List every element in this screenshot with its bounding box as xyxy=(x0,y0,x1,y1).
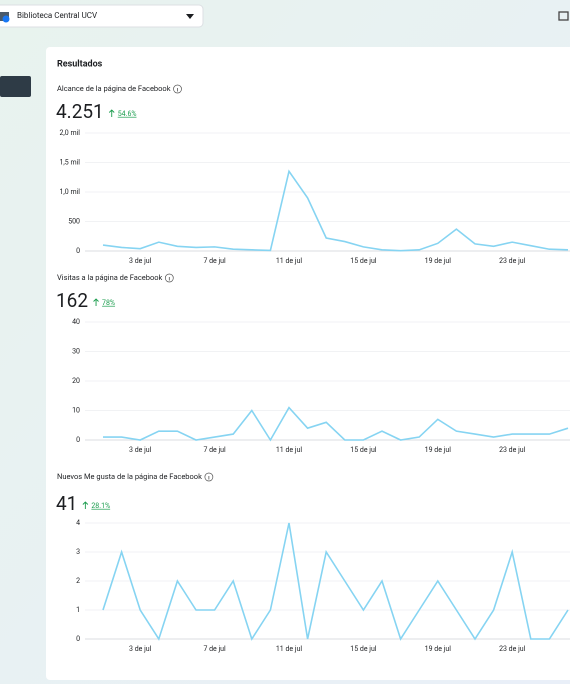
y-tick-label: 0 xyxy=(76,635,80,643)
x-tick-label: 7 de jul xyxy=(203,645,226,653)
y-tick-label: 40 xyxy=(72,318,80,326)
y-tick-label: 1 xyxy=(76,606,80,614)
dropdown-arrow xyxy=(186,14,194,19)
page-selector[interactable] xyxy=(0,4,204,28)
x-tick-label: 11 de jul xyxy=(276,645,303,653)
chart-title: Alcance de la página de Facebook xyxy=(57,84,171,93)
x-tick-label: 3 de jul xyxy=(129,257,152,265)
y-tick-label: 1,0 mil xyxy=(59,188,80,196)
y-tick-label: 3 xyxy=(76,548,80,556)
y-tick-label: 500 xyxy=(68,217,80,225)
y-tick-label: 20 xyxy=(72,377,80,385)
y-tick-label: 30 xyxy=(72,347,80,355)
change-percent: 78% xyxy=(102,299,115,307)
y-tick-label: 2,0 mil xyxy=(59,129,80,137)
x-tick-label: 23 de jul xyxy=(499,645,526,653)
x-tick-label: 11 de jul xyxy=(276,446,303,454)
metric-value: 162 xyxy=(56,289,88,312)
change-arrow xyxy=(93,298,99,306)
info-icon xyxy=(204,472,214,482)
y-tick-label: 4 xyxy=(76,519,80,527)
change-arrow xyxy=(82,501,89,509)
x-tick-label: 3 de jul xyxy=(129,446,152,454)
x-tick-label: 19 de jul xyxy=(425,645,452,653)
x-tick-label: 7 de jul xyxy=(203,257,226,265)
y-tick-label: 0 xyxy=(76,247,80,255)
x-tick-label: 7 de jul xyxy=(203,446,226,454)
line-series xyxy=(102,169,569,252)
info-icon xyxy=(164,273,174,283)
metric-value: 4.251 xyxy=(56,100,104,123)
chart-title: Visitas a la página de Facebook xyxy=(57,273,163,282)
x-tick-label: 15 de jul xyxy=(350,645,377,653)
facebook-badge xyxy=(2,15,10,23)
results-card xyxy=(46,47,570,680)
x-tick-label: 19 de jul xyxy=(425,257,452,265)
chart-title: Nuevos Me gusta de la página de Facebook xyxy=(57,472,202,481)
x-tick-label: 23 de jul xyxy=(499,446,526,454)
info-icon xyxy=(173,84,182,94)
change-arrow xyxy=(108,109,115,117)
metric-value: 41 xyxy=(56,492,77,515)
x-tick-label: 15 de jul xyxy=(350,446,377,454)
x-tick-label: 11 de jul xyxy=(276,257,303,265)
y-tick-label: 1,5 mil xyxy=(59,158,80,166)
sidebar-item[interactable] xyxy=(0,76,31,97)
change-percent: 54.6% xyxy=(118,110,137,118)
x-tick-label: 19 de jul xyxy=(425,446,452,454)
line-series xyxy=(103,406,569,442)
results-title: Resultados xyxy=(57,59,103,69)
change-percent: 28.1% xyxy=(91,502,110,510)
calendar-icon[interactable] xyxy=(558,11,569,21)
x-tick-label: 23 de jul xyxy=(499,257,526,265)
y-tick-label: 10 xyxy=(72,406,80,414)
x-tick-label: 3 de jul xyxy=(129,645,152,653)
page-selector-label: Biblioteca Central UCV xyxy=(17,11,97,20)
y-tick-label: 2 xyxy=(76,577,80,585)
line-series xyxy=(102,522,569,641)
y-tick-label: 0 xyxy=(76,436,80,444)
x-tick-label: 15 de jul xyxy=(350,257,377,265)
